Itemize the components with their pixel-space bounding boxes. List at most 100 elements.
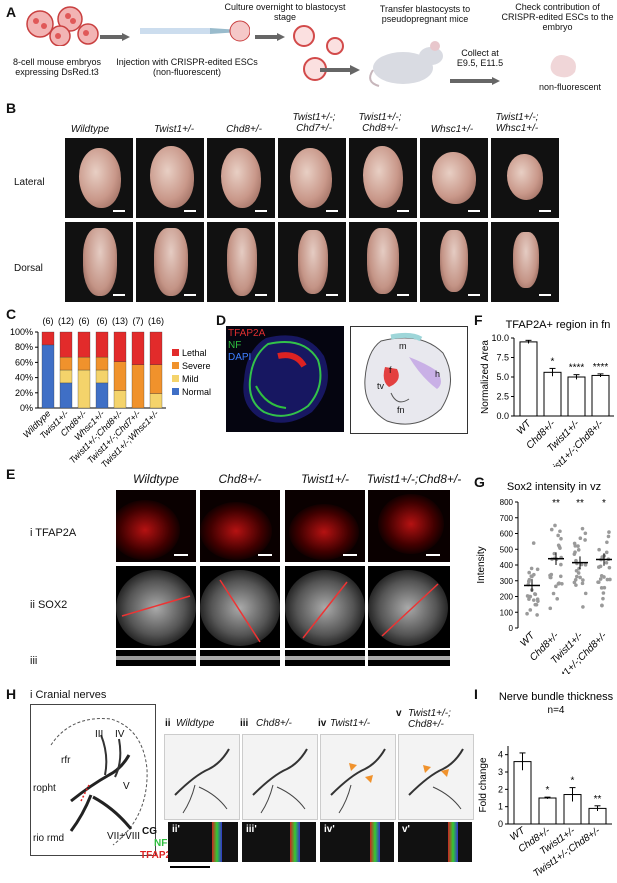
chart-c-bar-severe	[131, 364, 145, 409]
nerve-image-wildtype	[164, 734, 240, 820]
col-genotype-ii: Wildtype	[176, 718, 215, 729]
genotype-label-e-3: Twist1+/-;Chd8+/-	[366, 472, 462, 486]
chart-g-title: Sox2 intensity in vz	[507, 481, 601, 493]
cg-image-chd8	[242, 822, 316, 862]
chart-c-bar-lethal	[41, 331, 55, 346]
col-label-iii: iii	[240, 718, 249, 729]
panel-a-step2-text: Injection with CRISPR-edited ESCs (non-f…	[116, 57, 258, 77]
chart-c-n-label: (7)	[133, 316, 144, 326]
region-label-tv: tv	[377, 381, 385, 391]
chart-i-ytick-label: 0	[498, 819, 503, 829]
nerve-label-rfr: rfr	[61, 755, 71, 766]
chart-g-point	[601, 596, 605, 601]
chart-c-legend-label: Severe	[182, 361, 211, 371]
chart-c-legend-swatch	[172, 362, 179, 369]
chart-g-point	[557, 581, 561, 586]
chart-i-significance: **	[594, 794, 602, 805]
cg-stain-tfap2a: TFAP2A	[140, 850, 179, 861]
chart-f-bar	[591, 374, 610, 417]
col-genotype-iii: Chd8+/-	[256, 718, 292, 729]
chart-g-point	[607, 530, 611, 534]
panel-label-b: B	[6, 100, 17, 116]
photo-dorsal-twist1-whsc1	[491, 222, 559, 302]
cg-image-twist1	[320, 822, 394, 862]
chart-g-point	[605, 540, 609, 545]
chart-g-point	[574, 558, 578, 563]
cranial-nerves-diagram: III IV rfr ropht V rio rmd VII+VIII	[30, 704, 156, 856]
chart-c-n-label: (6)	[97, 316, 108, 326]
row2-label-iii: iii'	[246, 824, 257, 835]
tfap2a-image-wildtype	[116, 490, 196, 562]
chart-g-ytick-label: 600	[500, 530, 514, 539]
chart-g-ytick-label: 300	[500, 577, 514, 586]
row2-label-v: v'	[402, 824, 410, 835]
chart-i-ytick-label: 3	[498, 767, 503, 777]
photo-lateral-twist1-chd8	[349, 138, 417, 218]
chart-c-bar-mild	[149, 393, 163, 409]
chart-g-point	[598, 577, 603, 581]
chart-f: TFAP2A+ region in fn 0.0 2.5 5.0 7.5 10.0 Norm…	[478, 312, 617, 482]
chart-g-point	[581, 578, 585, 582]
nerve-label-rio-rmd: rio rmd	[33, 833, 65, 844]
chart-g-point	[556, 543, 561, 548]
genotype-label-b-3: Twist1+/-; Chd7+/-	[292, 112, 336, 134]
panel-label-e: E	[6, 466, 16, 482]
chart-g-point	[528, 594, 533, 599]
panel-label-g: G	[474, 474, 485, 490]
genotype-label-b-1: Twist1+/-	[153, 124, 195, 135]
row2-label-ii: ii'	[172, 824, 180, 835]
genotype-label-b-4: Twist1+/-; Chd8+/-	[358, 112, 402, 134]
nerve-image-twist1	[320, 734, 396, 820]
chart-g-significance: **	[576, 498, 584, 509]
nerve-label-v: V	[123, 781, 130, 792]
chart-c-bar-severe	[77, 356, 91, 371]
chart-c-bar-lethal	[113, 331, 127, 362]
row-label-e-iii: iii	[30, 655, 38, 667]
chart-g-point	[558, 574, 563, 579]
chart-c-ytick-label: 100%	[10, 327, 33, 337]
panel-a-step5-text: Collect at E9.5, E11.5	[456, 48, 504, 68]
chart-c-n-label: (12)	[58, 316, 74, 326]
chart-g-point	[574, 574, 579, 579]
chart-i-ytick-label: 2	[498, 784, 503, 794]
chart-c-bar-lethal	[95, 331, 109, 358]
chart-g-point	[601, 591, 606, 595]
panel-a-step1-text: 8-cell mouse embryos expressing DsRed.t3	[12, 57, 102, 77]
chart-g-point	[580, 526, 585, 531]
arrow-2-icon	[255, 28, 285, 41]
vz-strip-twist1-chd8	[368, 650, 450, 666]
chart-g-point	[583, 591, 588, 596]
panel-label-i: I	[474, 686, 478, 702]
chart-g-point	[581, 605, 585, 609]
col-label-ii: ii	[165, 718, 171, 729]
chart-g-point	[583, 531, 588, 536]
panel-label-h: H	[6, 686, 17, 702]
chart-g-point	[604, 550, 609, 555]
chart-c-bar-normal	[95, 382, 109, 409]
cg-image-twist1-chd8	[398, 822, 472, 862]
chart-f-ytick-label: 2.5	[496, 392, 509, 402]
vz-strip-twist1	[285, 650, 365, 666]
chart-g-point	[525, 611, 529, 616]
chart-g-ytick-label: 0	[509, 624, 514, 633]
chart-g-point	[573, 550, 577, 554]
panel-a-step7-text: non-fluorescent	[538, 82, 602, 92]
sox2-image-twist1-chd8	[368, 566, 450, 648]
chart-f-significance: ****	[569, 363, 585, 374]
chart-f-bar	[543, 371, 562, 417]
chart-g-point	[576, 548, 581, 552]
chart-c-bar-lethal	[77, 331, 91, 358]
chart-g-point	[596, 580, 601, 585]
chart-i-ytick-label: 1	[498, 802, 503, 812]
chart-c-ytick-label: 20%	[15, 388, 33, 398]
chart-g-point	[549, 572, 554, 577]
chart-g-point	[536, 599, 540, 603]
chart-i-significance: *	[571, 776, 575, 787]
chart-g-point	[527, 579, 531, 584]
chart-g-point	[560, 581, 564, 586]
chart-c-bar-mild	[113, 390, 127, 409]
chart-g-ytick-label: 100	[500, 608, 514, 617]
chart-c-bar-lethal	[131, 331, 145, 365]
nerve-label-iii: III	[95, 729, 104, 740]
chart-c-bar-severe	[113, 361, 127, 391]
